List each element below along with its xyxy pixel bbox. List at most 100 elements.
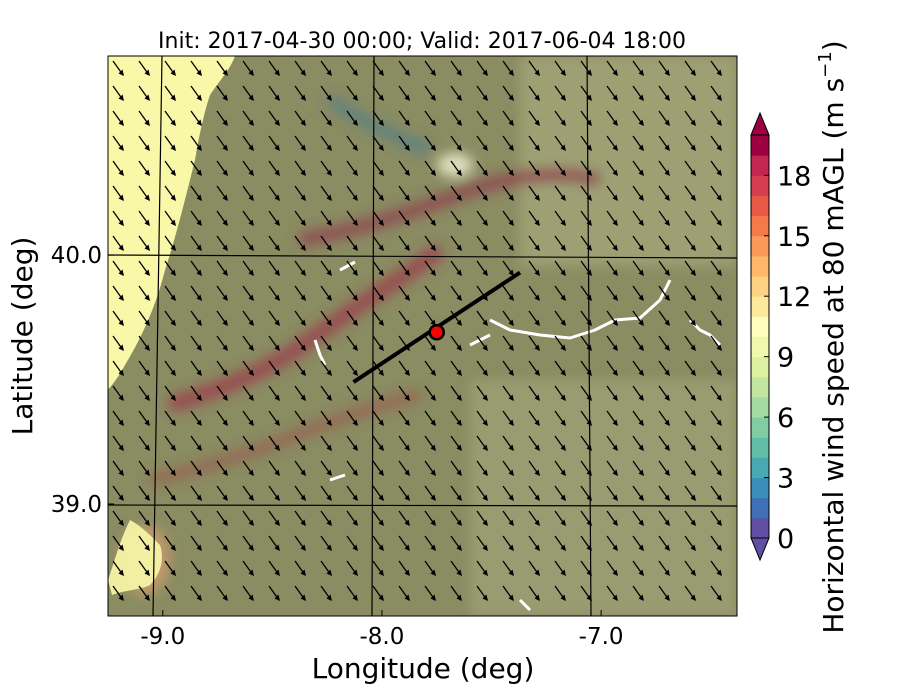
wind-arrow [372, 60, 384, 76]
wind-arrow [294, 385, 306, 401]
wind-arrow [164, 160, 176, 176]
wind-arrow [320, 485, 332, 501]
colorbar-tick-label: 3 [777, 464, 794, 495]
wind-arrow [190, 135, 202, 151]
y-tick-label: 39.0 [51, 492, 102, 518]
wind-arrow [450, 235, 462, 251]
colorbar [750, 111, 770, 562]
wind-arrow [216, 535, 228, 551]
wind-arrow [554, 185, 566, 201]
wind-arrow [580, 85, 592, 101]
wind-arrow [658, 185, 670, 201]
wind-arrow [684, 560, 696, 576]
wind-arrow [346, 510, 358, 526]
wind-arrow [190, 260, 202, 276]
colorbar-segment [751, 215, 769, 237]
wind-arrow [112, 560, 124, 576]
wind-arrow [476, 485, 488, 501]
wind-arrow [502, 560, 514, 576]
wind-arrow [138, 335, 150, 351]
wind-arrow [450, 60, 462, 76]
wind-arrow [476, 210, 488, 226]
wind-arrow [372, 435, 384, 451]
wind-arrow [502, 460, 514, 476]
wind-arrow [190, 535, 202, 551]
wind-arrow [554, 385, 566, 401]
wind-arrow [424, 360, 436, 376]
wind-arrow [424, 485, 436, 501]
wind-arrow [476, 310, 488, 326]
wind-arrow [346, 185, 358, 201]
colorbar-label-superscript: −1 [815, 51, 836, 78]
wind-arrow [476, 85, 488, 101]
wind-arrow [554, 360, 566, 376]
wind-arrow [528, 410, 540, 426]
wind-arrow [320, 385, 332, 401]
wind-barbs [112, 60, 722, 601]
wind-arrow [606, 235, 618, 251]
wind-arrow [606, 60, 618, 76]
wind-arrow [632, 60, 644, 76]
wind-arrow [528, 310, 540, 326]
chart-title: Init: 2017-04-30 00:00; Valid: 2017-06-0… [158, 29, 686, 54]
wind-arrow [216, 510, 228, 526]
wind-arrow [476, 410, 488, 426]
wind-arrow [502, 60, 514, 76]
wind-arrow [138, 560, 150, 576]
wind-arrow [606, 435, 618, 451]
wind-arrow [502, 535, 514, 551]
wind-arrow [242, 210, 254, 226]
wind-arrow [528, 385, 540, 401]
wind-arrow [632, 85, 644, 101]
wind-arrow [216, 435, 228, 451]
wind-arrow [320, 60, 332, 76]
wind-arrow [320, 410, 332, 426]
wind-arrow [450, 485, 462, 501]
wind-arrow [398, 560, 410, 576]
wind-arrow [268, 335, 280, 351]
high-peak-shading [437, 153, 473, 177]
wind-arrow [528, 85, 540, 101]
wind-arrow [242, 460, 254, 476]
wind-arrow [502, 210, 514, 226]
wind-arrow [450, 285, 462, 301]
wind-arrow [476, 235, 488, 251]
wind-arrow [450, 310, 462, 326]
wind-arrow [450, 85, 462, 101]
wind-arrow [112, 60, 124, 76]
site-marker [428, 324, 445, 341]
colorbar-segment [751, 396, 769, 418]
wind-arrow [476, 560, 488, 576]
wind-arrow [242, 60, 254, 76]
y-axis: 39.0 40.0 [51, 243, 114, 518]
wind-arrow [528, 535, 540, 551]
wind-arrow [606, 585, 618, 601]
wind-arrow [190, 385, 202, 401]
wind-arrow [190, 160, 202, 176]
wind-arrow [424, 335, 436, 351]
wind-arrow [710, 110, 722, 126]
wind-arrow [632, 560, 644, 576]
wind-arrow [320, 360, 332, 376]
river-east [489, 279, 672, 340]
wind-arrow [684, 310, 696, 326]
colorbar-tick-label: 18 [777, 161, 811, 192]
wind-arrow [346, 160, 358, 176]
wind-arrow [528, 485, 540, 501]
wind-arrow [112, 585, 124, 601]
x-axis: -9.0 -8.0 -7.0 [140, 610, 624, 650]
wind-arrow [320, 110, 332, 126]
wind-arrow [190, 435, 202, 451]
wind-arrow [606, 385, 618, 401]
wind-arrow [346, 360, 358, 376]
wind-arrow [320, 160, 332, 176]
wind-arrow [658, 435, 670, 451]
wind-arrow [320, 85, 332, 101]
wind-arrow [164, 285, 176, 301]
wind-arrow [268, 510, 280, 526]
wind-arrow [658, 335, 670, 351]
wind-arrow [138, 410, 150, 426]
wind-arrow [164, 110, 176, 126]
wind-arrow [658, 160, 670, 176]
x-tick-label: -9.0 [140, 624, 185, 650]
